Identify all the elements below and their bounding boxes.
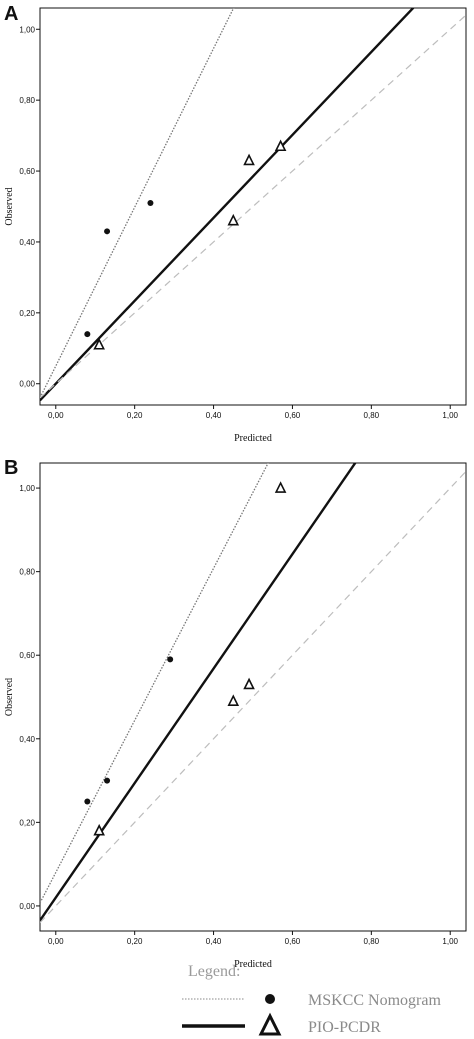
mskcc-calibration-line [40,8,235,399]
x-tick-label: 0,20 [127,411,143,420]
x-tick-label: 1,00 [442,411,458,420]
mskcc-point [104,228,111,235]
legend-label-mskcc: MSKCC Nomogram [308,992,441,1009]
pio-pcdr-calibration-line [40,463,357,922]
x-tick-label: 0,40 [206,937,222,946]
x-tick-label: 0,20 [127,937,143,946]
y-axis-title: Observed [4,678,15,716]
y-tick-label: 0,80 [19,568,35,577]
panel-label-a: A [4,3,18,25]
y-tick-label: 0,40 [19,238,35,247]
pio-pcdr-point [274,139,287,152]
x-tick-label: 0,40 [206,411,222,420]
x-axis-title: Predicted [234,959,272,970]
x-tick-label: 0,80 [364,937,380,946]
pio-pcdr-calibration-line [40,8,415,402]
y-tick-label: 0,80 [19,96,35,105]
legend-title: Legend: [188,963,240,980]
y-tick-label: 0,20 [19,818,35,827]
pio-pcdr-point [93,823,105,836]
mskcc-point [167,656,174,663]
mskcc-point [104,777,111,784]
legend-label-pio: PIO-PCDR [308,1019,381,1036]
pio-pcdr-point [227,213,240,226]
y-tick-label: 0,00 [19,380,35,389]
plot-lines [40,463,466,924]
x-tick-label: 0,60 [285,937,301,946]
y-tick-label: 0,60 [19,651,35,660]
y-tick-label: 0,60 [19,167,35,176]
y-axis-title: Observed [4,187,15,225]
pio-pcdr-point [274,481,287,493]
mskcc-point [147,199,154,206]
plot-frame [39,462,467,932]
y-tick-label: 0,40 [19,735,35,744]
pio-pcdr-point [243,677,255,690]
pio-pcdr-point [227,694,240,706]
panel-label-b: B [4,457,18,479]
y-tick-label: 1,00 [19,484,35,493]
mskcc-calibration-line [40,463,269,904]
legend: Legend: MSKCC Nomogram PIO-PCDR [182,963,441,1036]
x-tick-label: 0,00 [48,937,64,946]
calibration-plot-b: 0,00 0,00 0,20 0,20 0,40 0,40 0,60 0,60 0,80 0,80… [4,462,467,970]
calibration-plot-a: 0,00 0,00 0,20 0,20 0,40 0,40 0,60 0,60 0,80 0,80… [4,7,467,444]
x-tick-label: 0,60 [285,411,301,420]
y-tick-label: 0,00 [19,902,35,911]
plot-frame [39,7,467,406]
mskcc-point [84,331,91,338]
x-axis-title: Predicted [234,433,272,444]
pio-pcdr-point [243,153,255,166]
y-tick-label: 1,00 [19,25,35,34]
plot-lines [40,8,466,402]
legend-triangle-marker [258,1012,282,1036]
ideal-reference-line [40,14,466,399]
x-tick-label: 1,00 [442,937,458,946]
mskcc-point [84,798,91,805]
legend-dot-marker [265,994,275,1004]
x-tick-label: 0,80 [364,411,380,420]
y-tick-label: 0,20 [19,309,35,318]
x-tick-label: 0,00 [48,411,64,420]
pio-pcdr-point [93,337,105,350]
ideal-reference-line [40,470,466,924]
